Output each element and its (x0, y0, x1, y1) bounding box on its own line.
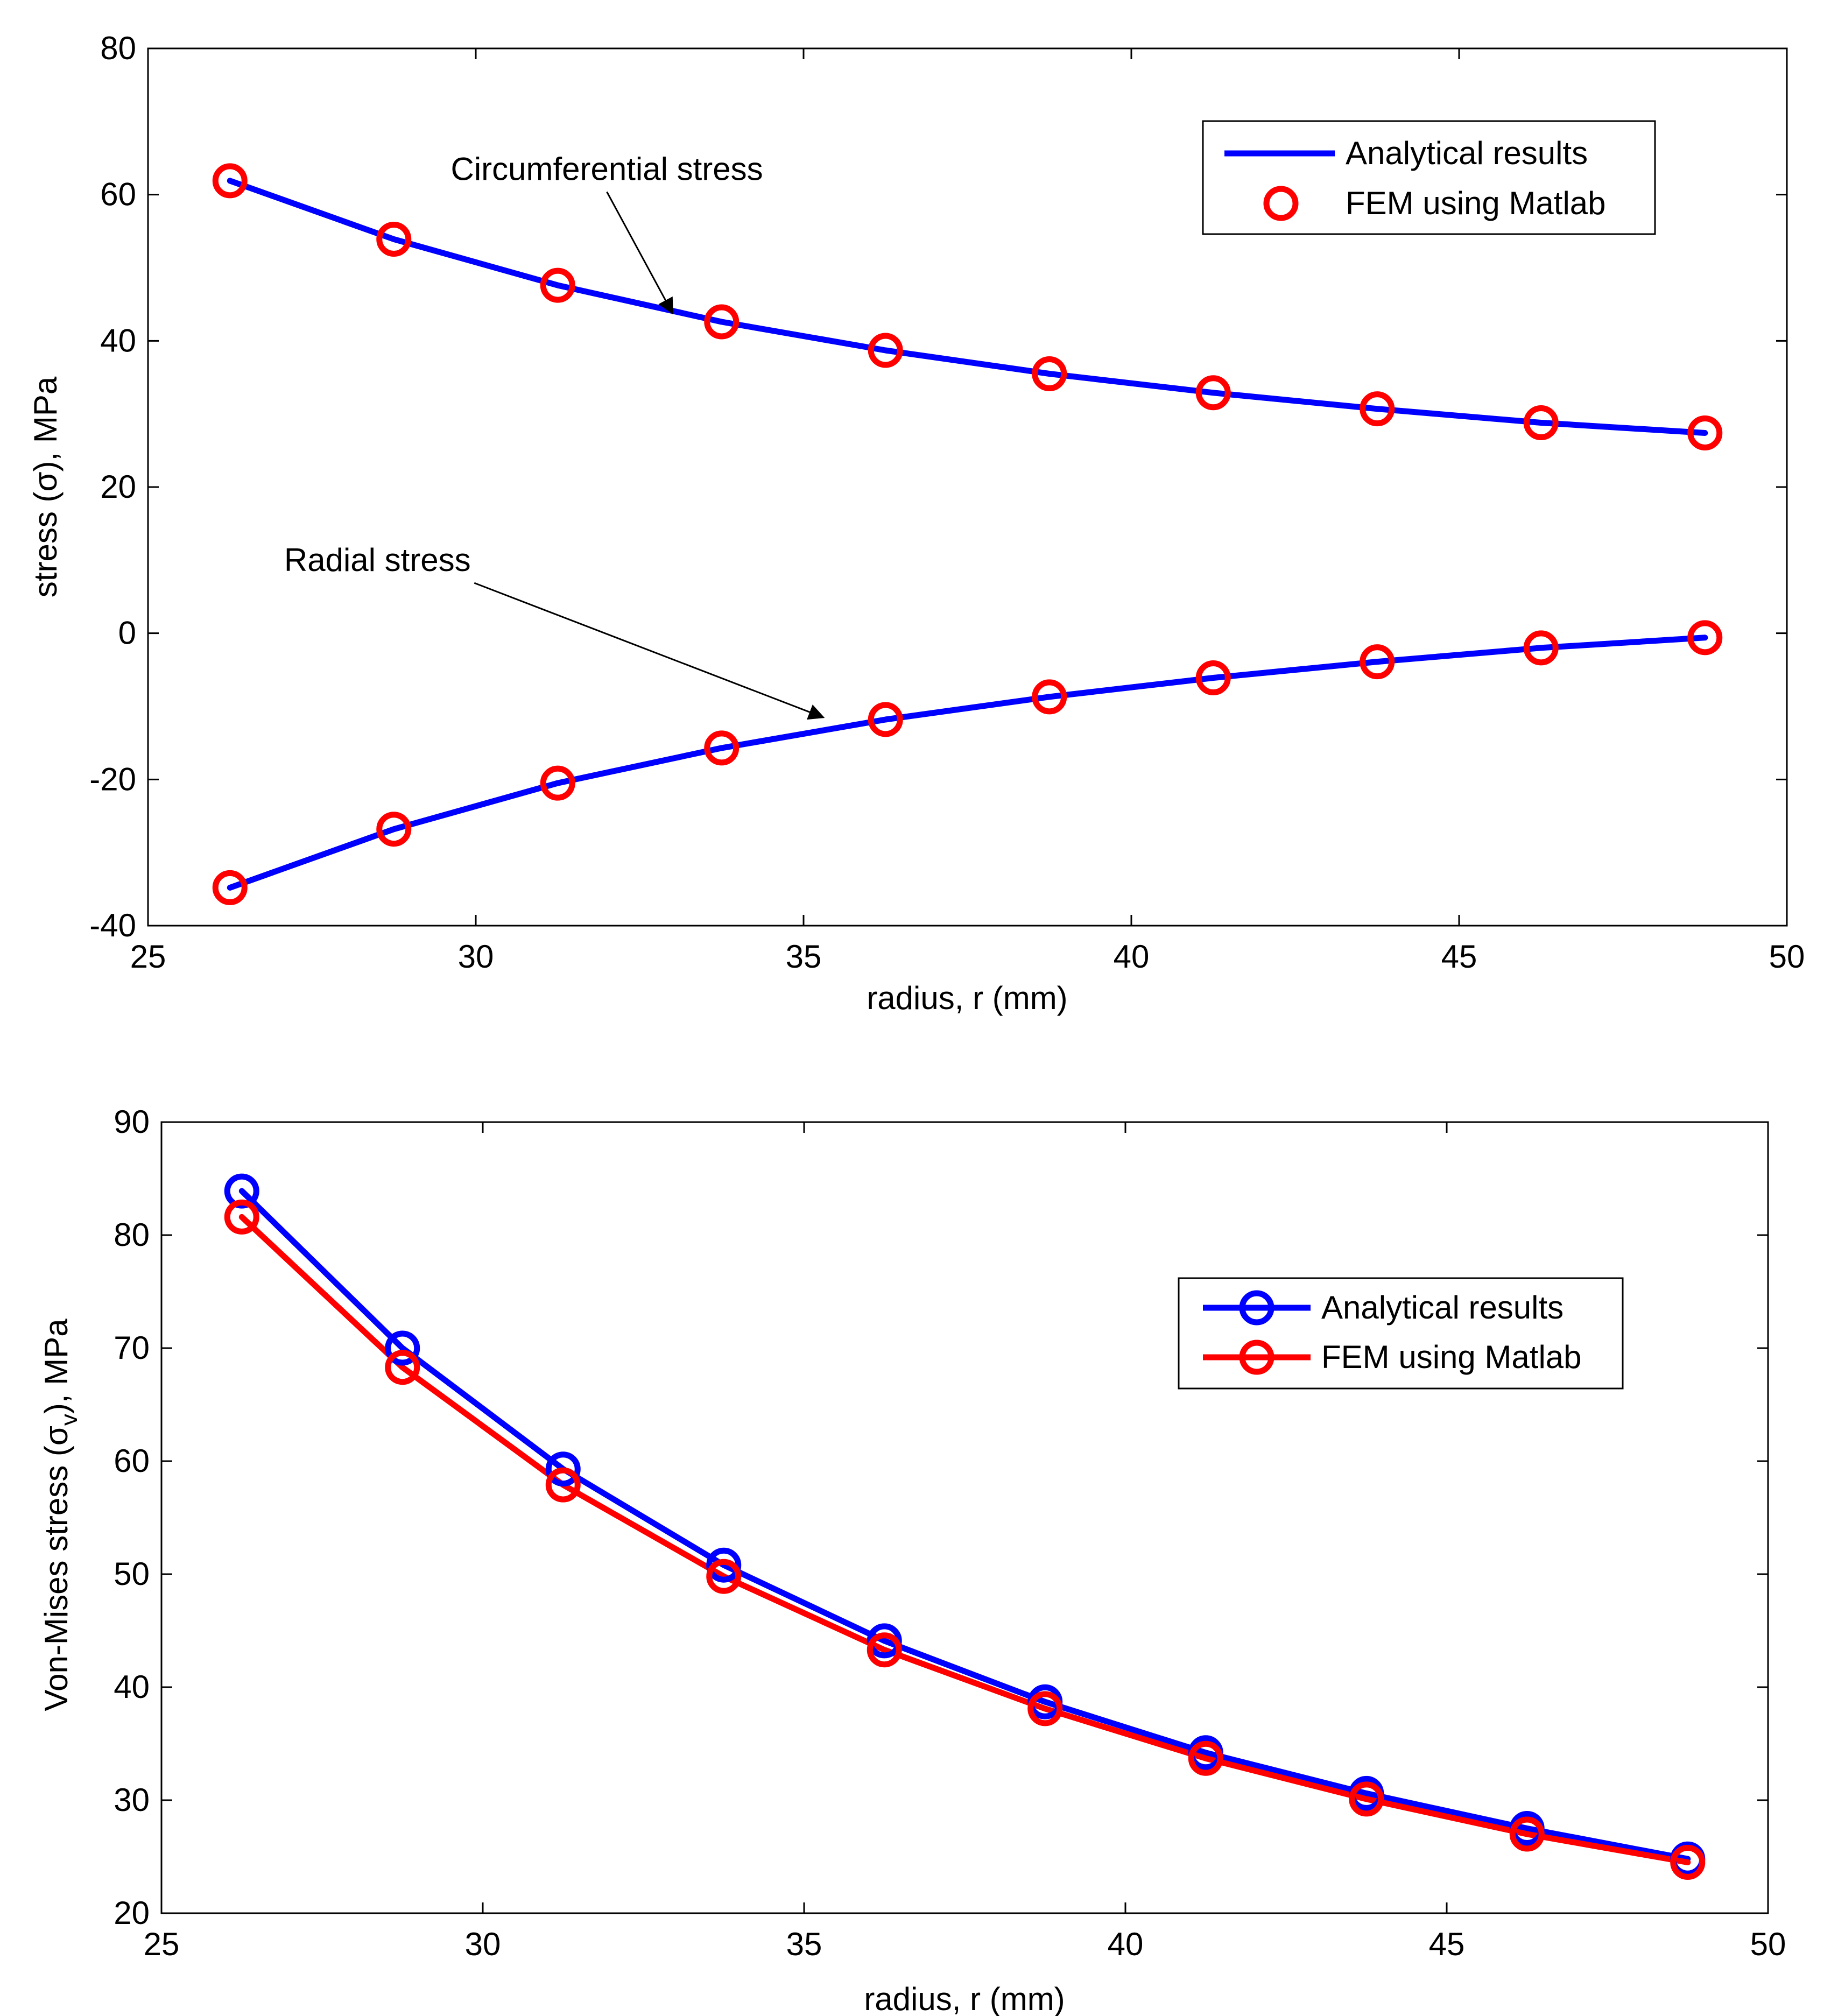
x-tick-label: 35 (786, 939, 822, 975)
y-tick-label: 60 (100, 177, 136, 213)
legend: Analytical results FEM using Matlab (1202, 120, 1656, 235)
axis-ticks: 25 30 35 40 45 50 -40 -20 0 20 40 60 80 (89, 30, 1805, 975)
x-tick-label: 40 (1114, 939, 1150, 975)
legend-analytical-marker (1239, 1290, 1274, 1326)
y-axis-label-prefix: Von-Mises stress ( (38, 1446, 74, 1711)
y-tick-label: 70 (114, 1330, 150, 1366)
data-point-marker (224, 1199, 259, 1235)
series-markers (212, 163, 1723, 905)
data-point-marker (706, 1547, 742, 1583)
y-tick-label: 80 (100, 30, 136, 66)
data-point-marker (867, 1632, 902, 1668)
data-point-marker (1523, 405, 1559, 440)
data-point-marker (1027, 1691, 1063, 1726)
data-point-marker (868, 702, 903, 737)
series-line (227, 178, 1708, 436)
y-tick-label: 0 (118, 615, 136, 651)
series-line (227, 635, 1708, 891)
legend-fem-marker (1263, 186, 1299, 221)
y-axis-label: stress (σ), MPa (27, 376, 64, 597)
data-point-marker (385, 1350, 420, 1385)
data-point-marker (1032, 679, 1067, 715)
data-point-marker (706, 1559, 742, 1594)
y-tick-label: 50 (114, 1556, 150, 1592)
y-tick-label: -20 (89, 761, 136, 797)
y-tick-label: 40 (100, 322, 136, 358)
y-tick-label: 80 (114, 1217, 150, 1253)
x-tick-label: 25 (130, 939, 166, 975)
data-point-marker (385, 1330, 420, 1366)
x-axis-label: radius, r (mm) (867, 980, 1067, 1016)
data-point-marker (704, 730, 740, 766)
data-point-marker (1687, 620, 1723, 655)
data-point-marker (212, 870, 248, 905)
annotation-arrow (606, 191, 673, 315)
series-markers (224, 1173, 1706, 1880)
data-point-marker (545, 1451, 581, 1487)
data-point-marker (540, 267, 575, 303)
x-tick-label: 25 (144, 1926, 180, 1962)
legend: Analytical results FEM using Matlab (1178, 1277, 1624, 1390)
data-point-marker (540, 765, 575, 801)
data-point-marker (1195, 660, 1231, 696)
x-tick-label: 45 (1429, 1926, 1465, 1962)
data-point-marker (1360, 644, 1395, 680)
x-axis-label: radius, r (mm) (864, 1981, 1065, 2016)
annotation-label: Circumferential stress (451, 151, 763, 187)
data-point-marker (376, 812, 412, 847)
data-point-marker (1360, 391, 1395, 427)
legend-label-analytical: Analytical results (1346, 135, 1588, 171)
data-point-marker (1188, 1740, 1223, 1776)
data-point-marker (868, 333, 903, 368)
data-point-marker (704, 304, 740, 340)
legend-label-analytical: Analytical results (1321, 1289, 1564, 1326)
data-point-marker (224, 1173, 259, 1209)
stress-vs-radius-chart: 25 30 35 40 45 50 -40 -20 0 20 40 60 80 Circumferent… (27, 30, 1805, 1016)
data-point-marker (376, 222, 412, 257)
y-tick-label: 60 (114, 1443, 150, 1479)
y-tick-label: 40 (114, 1669, 150, 1705)
y-axis-label-suffix: ), MPa (38, 1319, 74, 1414)
data-point-marker (1349, 1781, 1384, 1817)
y-axis-label-subscript: v (56, 1414, 82, 1426)
x-tick-label: 30 (458, 939, 494, 975)
legend-fem-marker (1239, 1340, 1274, 1375)
data-point-marker (1670, 1845, 1706, 1880)
series-lines (227, 178, 1708, 891)
series-line (238, 1188, 1691, 1862)
x-tick-label: 35 (786, 1926, 822, 1962)
y-tick-label: 20 (100, 469, 136, 505)
annotations: Circumferential stress Radial stress (284, 151, 825, 720)
x-tick-label: 45 (1441, 939, 1477, 975)
data-point-marker (212, 163, 248, 199)
data-point-marker (1509, 1816, 1545, 1852)
x-tick-label: 50 (1769, 939, 1805, 975)
axis-ticks: 25 30 35 40 45 50 20 30 40 50 60 70 80 90 (114, 1104, 1786, 1962)
data-point-marker (1032, 356, 1067, 391)
annotation-arrow (474, 582, 825, 720)
plot-area-frame (160, 1121, 1769, 1914)
data-point-marker (1195, 375, 1231, 411)
x-tick-label: 30 (465, 1926, 501, 1962)
von-mises-vs-radius-chart: 25 30 35 40 45 50 20 30 40 50 60 70 80 90 radius, r (… (38, 1104, 1786, 2016)
y-tick-label: -40 (89, 907, 136, 943)
data-point-marker (545, 1467, 581, 1503)
legend-label-fem: FEM using Matlab (1321, 1339, 1582, 1375)
annotation-label: Radial stress (284, 542, 471, 578)
series-line (238, 1214, 1691, 1865)
series-lines (238, 1188, 1691, 1865)
legend-label-fem: FEM using Matlab (1346, 185, 1606, 221)
y-tick-label: 30 (114, 1782, 150, 1818)
x-tick-label: 50 (1750, 1926, 1786, 1962)
y-axis-label: Von-Mises stress (σv), MPa (38, 1319, 82, 1711)
data-point-marker (1687, 415, 1723, 450)
y-tick-label: 90 (114, 1104, 150, 1140)
x-tick-label: 40 (1108, 1926, 1144, 1962)
y-tick-label: 20 (114, 1895, 150, 1931)
data-point-marker (1523, 630, 1559, 666)
y-axis-label-symbol: σ (38, 1426, 74, 1446)
